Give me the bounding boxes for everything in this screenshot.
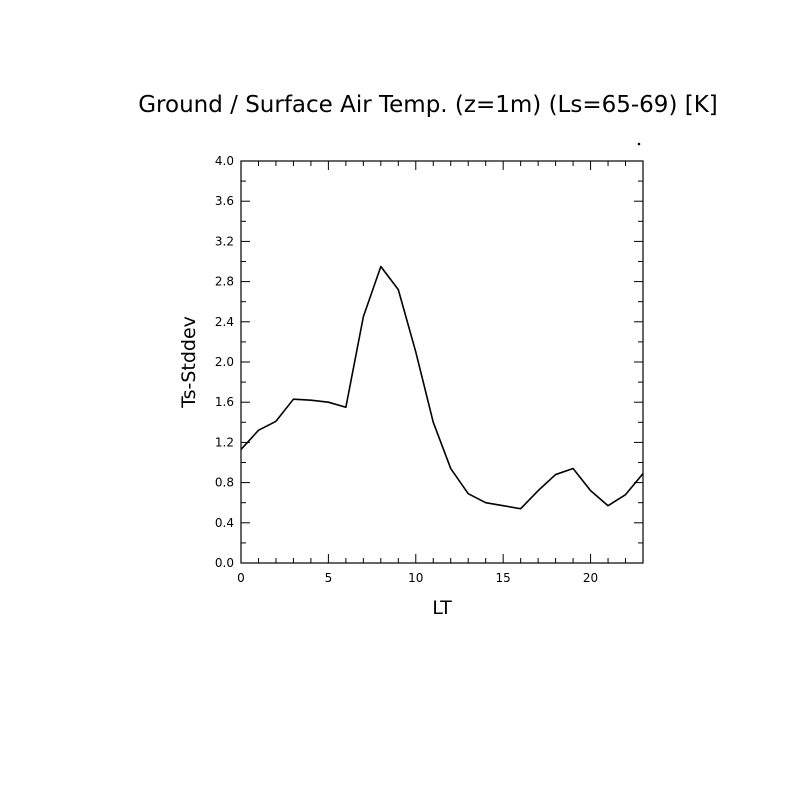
stray-dot xyxy=(637,142,641,146)
y-tick-label: 3.2 xyxy=(215,234,234,248)
series-line xyxy=(240,265,644,510)
y-tick-label: 2.8 xyxy=(215,275,234,289)
x-axis-label: LT xyxy=(432,597,452,619)
y-tick-label: 1.2 xyxy=(215,435,234,449)
y-tick-label: 0.0 xyxy=(215,556,234,570)
x-tick-label: 0 xyxy=(237,571,245,585)
series-points xyxy=(241,267,643,509)
y-tick-label: 0.8 xyxy=(215,476,234,490)
plot-frame xyxy=(240,160,644,564)
x-tick-label: 20 xyxy=(583,571,598,585)
y-tick-label: 1.6 xyxy=(215,395,234,409)
y-tick-labels: 0.0 0.4 0.8 1.2 1.6 2.0 2.4 2.8 3.2 3.6 4.0 xyxy=(215,154,234,570)
x-tick-label: 10 xyxy=(408,571,423,585)
y-tick-label: 2.0 xyxy=(215,355,234,369)
chart-title: Ground / Surface Air Temp. (z=1m) (Ls=65… xyxy=(138,92,718,118)
y-tick-label: 3.6 xyxy=(215,194,234,208)
y-tick-label: 2.4 xyxy=(215,315,234,329)
x-tick-labels: 0 5 10 15 20 xyxy=(237,571,598,585)
x-tick-label: 5 xyxy=(325,571,333,585)
y-tick-label: 0.4 xyxy=(215,516,234,530)
y-tick-label: 4.0 xyxy=(215,154,234,168)
tick-marks xyxy=(240,160,644,564)
x-tick-label: 15 xyxy=(496,571,511,585)
y-axis-label: Ts-Stddev xyxy=(178,316,200,409)
